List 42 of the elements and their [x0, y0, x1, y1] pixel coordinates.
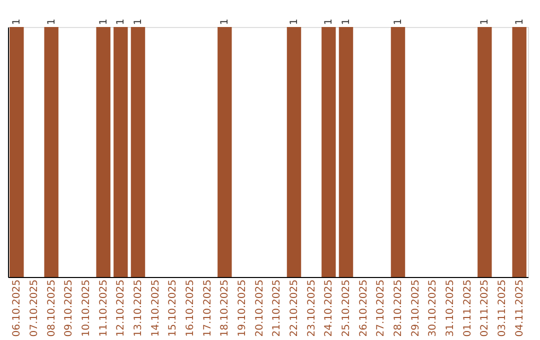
- x-tick-label: 13.10.2025: [133, 280, 144, 337]
- data-label: 1: [46, 18, 58, 25]
- x-tick-label: 23.10.2025: [306, 280, 318, 337]
- data-label: 1: [12, 18, 23, 25]
- x-tick-label: 30.10.2025: [428, 280, 439, 337]
- x-tick-label: 21.10.2025: [272, 280, 283, 337]
- x-tick-label: 19.10.2025: [237, 280, 248, 337]
- x-tick-label: 08.10.2025: [46, 280, 58, 337]
- x-tick-label: 06.10.2025: [12, 280, 23, 337]
- x-tick-label: 27.10.2025: [376, 280, 387, 337]
- x-tick-label: 29.10.2025: [410, 280, 422, 337]
- data-label: 1: [220, 18, 231, 25]
- x-tick-label: 22.10.2025: [289, 280, 300, 337]
- x-tick-label: 17.10.2025: [202, 280, 214, 337]
- x-tick-label: 14.10.2025: [150, 280, 162, 337]
- x-tick-label: 26.10.2025: [358, 280, 370, 337]
- x-tick-label: 24.10.2025: [324, 280, 335, 337]
- x-tick-label: 03.11.2025: [497, 280, 508, 337]
- x-tick-label: 18.10.2025: [220, 280, 231, 337]
- x-tick-label: 07.10.2025: [29, 280, 40, 337]
- x-tick-label: 01.11.2025: [462, 280, 474, 337]
- data-label: 1: [289, 18, 300, 25]
- x-tick-label: 20.10.2025: [254, 280, 266, 337]
- x-tick-label: 25.10.2025: [341, 280, 352, 337]
- data-label: 1: [116, 18, 127, 25]
- data-label: 1: [514, 18, 526, 25]
- x-tick-label: 28.10.2025: [393, 280, 404, 337]
- data-label: 1: [133, 18, 144, 25]
- x-tick-label: 15.10.2025: [168, 280, 179, 337]
- x-tick-label: 09.10.2025: [64, 280, 75, 337]
- x-tick-label: 11.10.2025: [98, 280, 110, 337]
- x-tick-label: 02.11.2025: [480, 280, 491, 337]
- data-label: 1: [98, 18, 110, 25]
- data-label: 1: [480, 18, 491, 25]
- x-tick-label: 16.10.2025: [185, 280, 196, 337]
- x-tick-label: 31.10.2025: [445, 280, 456, 337]
- data-label: 1: [393, 18, 404, 25]
- x-tick-label: 12.10.2025: [116, 280, 127, 337]
- x-tick-label: 10.10.2025: [81, 280, 92, 337]
- x-tick-label: 04.11.2025: [514, 280, 526, 337]
- data-label: 1: [324, 18, 335, 25]
- data-label: 1: [341, 18, 352, 25]
